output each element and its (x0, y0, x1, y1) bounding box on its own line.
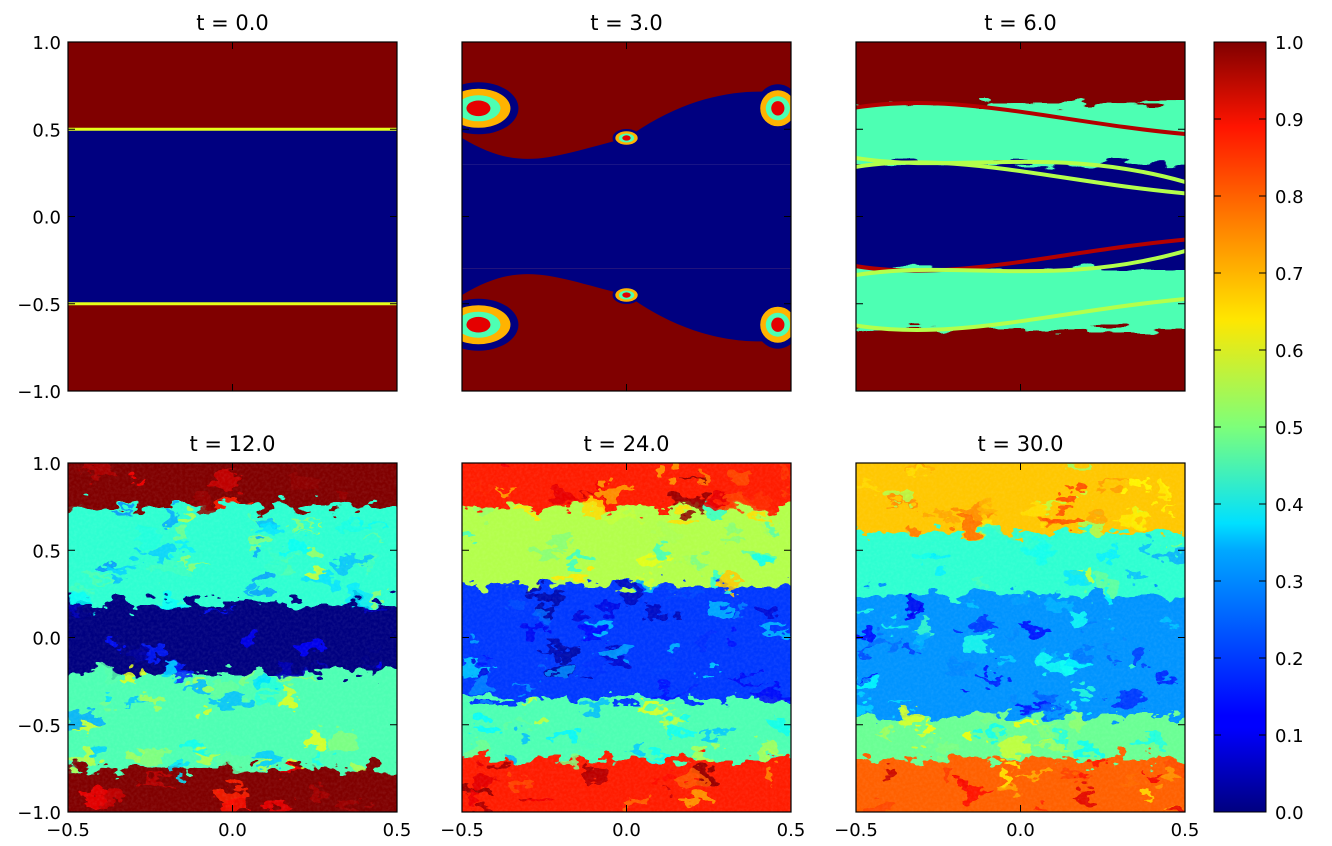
colorbar-tick-label: 0.7 (1275, 264, 1304, 285)
panel-title: t = 6.0 (984, 11, 1057, 35)
vortex (755, 300, 791, 349)
ytick-label: −0.5 (17, 295, 61, 316)
heatmap-band (462, 164, 791, 269)
xtick-label: 0.5 (383, 820, 412, 841)
colorbar-tick-label: 0.0 (1275, 803, 1304, 824)
colorbar-tick-label: 0.2 (1275, 649, 1304, 670)
ytick-label: −0.5 (17, 716, 61, 737)
colorbar-tick-label: 0.8 (1275, 187, 1304, 208)
panel-title: t = 12.0 (190, 432, 276, 456)
panel-title: t = 30.0 (978, 432, 1064, 456)
colorbar-tick-label: 0.6 (1275, 341, 1304, 362)
shear-streak (856, 160, 1185, 196)
colorbar: 1.0 0.9 0.8 0.7 0.6 0.5 0.4 0.3 0.2 0.1 0.0 (1213, 33, 1304, 824)
ytick-label: 0.5 (32, 541, 61, 562)
xtick-label: −0.5 (46, 820, 90, 841)
panel-3: t = 6.0 (855, 11, 1186, 392)
panel-4: t = 12.01.00.50.0−0.5−1.0−0.5 0.0 0.5 (17, 432, 412, 841)
ytick-label: 1.0 (32, 454, 61, 475)
vortex (612, 286, 641, 305)
panel-title: t = 3.0 (590, 11, 663, 35)
heatmap-band (856, 42, 1185, 106)
panel-6: t = 30.0 −0.5 0.0 0.5 (834, 432, 1200, 841)
vortex (462, 82, 519, 135)
heatmap-band (856, 164, 1185, 271)
xtick-label: 0.0 (218, 820, 247, 841)
panel-2: t = 3.0 (461, 11, 792, 392)
colorbar-tick-label: 0.5 (1275, 418, 1304, 439)
colorbar-tick-label: 0.3 (1275, 572, 1304, 593)
ytick-label: 1.0 (32, 33, 61, 54)
interface-line (68, 302, 397, 306)
xtick-label: 0.0 (612, 820, 641, 841)
xtick-label: 0.0 (1006, 820, 1035, 841)
panel-title: t = 24.0 (584, 432, 670, 456)
ytick-label: −1.0 (17, 803, 61, 824)
panels: t = 0.01.00.50.0−0.5−1.0t = 3.0 t = 6.0t … (17, 11, 1200, 841)
heatmap-field (68, 463, 397, 812)
interface-lower (462, 268, 791, 342)
heatmap-field (462, 42, 791, 391)
shear-streak (856, 296, 1185, 333)
heatmap-field (856, 42, 1185, 391)
vortex (612, 128, 641, 147)
ytick-label: 0.0 (32, 208, 61, 229)
heatmap-band (68, 129, 397, 304)
panel-5: t = 24.0 −0.5 0.0 0.5 (440, 432, 806, 841)
xtick-label: 0.5 (777, 820, 806, 841)
interface-upper (462, 91, 791, 165)
shear-streak (856, 100, 1185, 137)
colorbar-tick-label: 1.0 (1275, 33, 1304, 54)
colorbar-tick-label: 0.4 (1275, 495, 1304, 516)
xtick-label: 0.5 (1171, 820, 1200, 841)
heatmap-field (462, 463, 791, 812)
heatmap-band (856, 329, 1185, 391)
colorbar-tick-label: 0.9 (1275, 110, 1304, 131)
heatmap-band (68, 303, 397, 391)
colorbar-ticks: 1.0 0.9 0.8 0.7 0.6 0.5 0.4 0.3 0.2 0.1 0.0 (1214, 33, 1304, 824)
vortex (462, 298, 519, 351)
interface-line (68, 127, 397, 131)
vortex (755, 84, 791, 133)
heatmap-field (68, 42, 397, 391)
heatmap-field (856, 463, 1185, 812)
colorbar-tick-label: 0.1 (1275, 726, 1304, 747)
xtick-label: −0.5 (440, 820, 484, 841)
shear-streak (856, 248, 1185, 278)
ytick-label: −1.0 (17, 382, 61, 403)
panel-title: t = 0.0 (196, 11, 269, 35)
xtick-label: −0.5 (834, 820, 878, 841)
ytick-label: 0.0 (32, 629, 61, 650)
colorbar-gradient (1213, 41, 1267, 813)
heatmap-band (68, 42, 397, 130)
panel-1: t = 0.0 1.0 0.5 0.0 −0.5 −1.0 (17, 11, 398, 403)
ytick-label: 0.5 (32, 120, 61, 141)
